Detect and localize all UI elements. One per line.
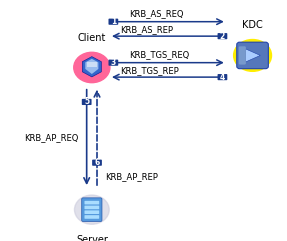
FancyBboxPatch shape [84, 210, 99, 214]
Polygon shape [85, 59, 98, 74]
Polygon shape [82, 57, 101, 77]
FancyBboxPatch shape [218, 33, 227, 39]
Polygon shape [246, 49, 260, 62]
Text: 1: 1 [111, 17, 116, 26]
Text: KDC: KDC [242, 20, 263, 30]
FancyBboxPatch shape [84, 215, 99, 219]
Circle shape [234, 40, 272, 71]
Text: KRB_AS_REP: KRB_AS_REP [121, 25, 174, 34]
Text: 2: 2 [220, 32, 225, 41]
FancyBboxPatch shape [218, 74, 227, 80]
FancyBboxPatch shape [239, 46, 246, 65]
Text: KRB_AP_REP: KRB_AP_REP [106, 172, 158, 181]
FancyBboxPatch shape [82, 99, 92, 105]
Text: KRB_AP_REQ: KRB_AP_REQ [24, 133, 78, 142]
Text: KRB_AS_REQ: KRB_AS_REQ [129, 10, 184, 19]
Text: 6: 6 [94, 158, 100, 167]
FancyBboxPatch shape [237, 42, 268, 69]
Text: Client: Client [78, 33, 106, 43]
Text: KRB_TGS_REQ: KRB_TGS_REQ [129, 51, 189, 60]
Polygon shape [87, 62, 97, 64]
Text: 3: 3 [111, 58, 116, 67]
FancyBboxPatch shape [108, 60, 118, 66]
FancyBboxPatch shape [82, 198, 102, 221]
Text: KRB_TGS_REP: KRB_TGS_REP [121, 66, 179, 75]
Polygon shape [87, 64, 97, 67]
Text: Server: Server [76, 235, 108, 241]
FancyBboxPatch shape [92, 160, 102, 166]
FancyBboxPatch shape [84, 206, 99, 209]
Circle shape [74, 52, 110, 83]
Circle shape [74, 195, 109, 224]
Text: 5: 5 [84, 97, 89, 107]
FancyBboxPatch shape [108, 19, 118, 25]
FancyBboxPatch shape [84, 201, 99, 204]
Text: 4: 4 [220, 73, 225, 82]
